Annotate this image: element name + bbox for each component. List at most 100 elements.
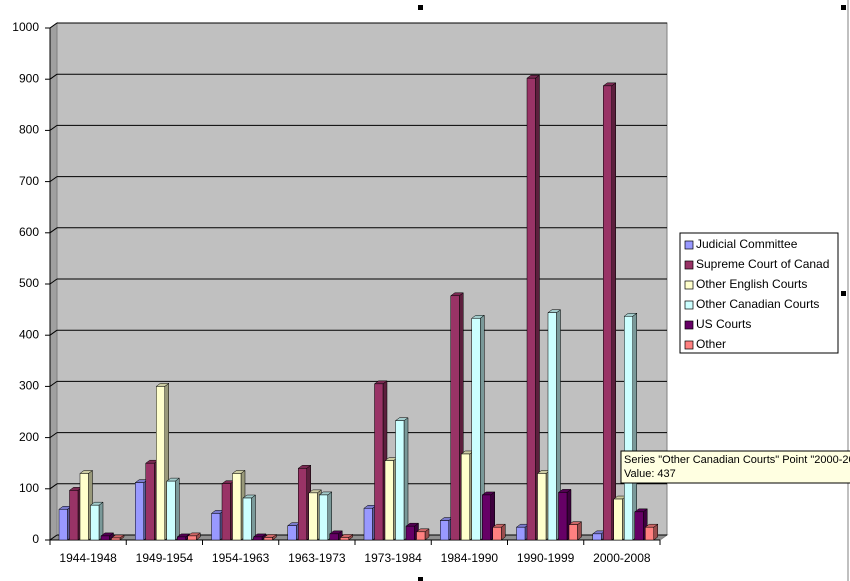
grid-line bbox=[49, 227, 58, 234]
x-tick-label: 1949-1954 bbox=[136, 551, 194, 565]
y-tick-label: 1000 bbox=[12, 20, 39, 34]
legend-label: Judicial Committee bbox=[696, 237, 798, 251]
bar bbox=[329, 533, 339, 541]
bar bbox=[492, 526, 502, 541]
legend-label: Other Canadian Courts bbox=[696, 297, 819, 311]
bar bbox=[298, 468, 307, 541]
legend-swatch bbox=[684, 260, 694, 270]
bar bbox=[384, 460, 394, 541]
bar bbox=[440, 520, 449, 541]
bar-side bbox=[251, 494, 256, 541]
bar bbox=[166, 480, 176, 541]
legend-box bbox=[679, 232, 839, 354]
x-tick-label: 1984-1990 bbox=[441, 551, 499, 565]
grid-line bbox=[49, 329, 58, 336]
bar bbox=[645, 526, 654, 541]
grid-line bbox=[49, 380, 58, 387]
y-tick-label: 600 bbox=[19, 225, 39, 239]
legend-label: Other English Courts bbox=[696, 277, 807, 291]
bar bbox=[516, 526, 526, 541]
x-tick-label: 1963-1973 bbox=[288, 551, 346, 565]
bar bbox=[90, 504, 100, 541]
legend-swatch bbox=[684, 340, 694, 350]
bar bbox=[603, 85, 612, 541]
bar bbox=[613, 498, 623, 541]
handle bbox=[418, 5, 423, 10]
y-tick-label: 300 bbox=[19, 379, 39, 393]
legend-swatch bbox=[684, 240, 694, 250]
bar bbox=[242, 497, 252, 541]
bar bbox=[253, 536, 263, 541]
bar bbox=[547, 312, 557, 541]
y-tick-label: 400 bbox=[19, 327, 39, 341]
bar bbox=[187, 535, 197, 541]
tooltip-text: Value: 437 bbox=[624, 468, 676, 480]
bar-side bbox=[632, 312, 637, 541]
y-tick-label: 0 bbox=[32, 532, 39, 546]
bar bbox=[405, 525, 415, 541]
legend-swatch bbox=[684, 300, 694, 310]
bar-side bbox=[535, 74, 540, 541]
legend-swatch bbox=[684, 320, 694, 330]
bar bbox=[79, 473, 89, 541]
bar bbox=[592, 533, 602, 541]
legend-label: Supreme Court of Canad bbox=[696, 257, 829, 271]
bar bbox=[624, 316, 633, 541]
bar bbox=[634, 511, 644, 541]
grid-line bbox=[49, 534, 58, 541]
x-tick-label: 1973-1984 bbox=[364, 551, 422, 565]
bar bbox=[177, 536, 186, 541]
bar bbox=[111, 537, 121, 541]
legend-label: Other bbox=[696, 337, 726, 351]
bar bbox=[156, 386, 165, 541]
handle bbox=[841, 5, 846, 10]
bar bbox=[319, 494, 328, 541]
tooltip bbox=[620, 450, 850, 484]
x-tick-label: 1954-1963 bbox=[212, 551, 270, 565]
bar bbox=[287, 525, 297, 541]
bar bbox=[363, 508, 373, 541]
x-tick-label: 1944-1948 bbox=[59, 551, 117, 565]
legend-label: US Courts bbox=[696, 317, 751, 331]
legend-swatch bbox=[684, 280, 694, 290]
grid-line bbox=[49, 432, 58, 439]
bar bbox=[135, 482, 144, 541]
bar bbox=[100, 535, 110, 541]
bar-side bbox=[403, 417, 409, 541]
grid-line bbox=[49, 124, 58, 131]
x-tick-label: 1990-1999 bbox=[517, 551, 575, 565]
bar bbox=[58, 509, 68, 541]
bar bbox=[221, 483, 231, 541]
bar bbox=[558, 492, 568, 541]
bar bbox=[395, 420, 405, 541]
bar bbox=[482, 494, 491, 541]
bar bbox=[568, 524, 578, 541]
y-tick-label: 800 bbox=[19, 123, 39, 137]
bar bbox=[308, 492, 318, 541]
grid-line bbox=[49, 22, 58, 29]
grid-line bbox=[49, 176, 58, 183]
bar bbox=[537, 473, 547, 541]
bar bbox=[263, 537, 273, 541]
grid-line bbox=[49, 73, 58, 80]
bar bbox=[374, 383, 384, 541]
tooltip-text: Series "Other Canadian Courts" Point "20… bbox=[624, 454, 850, 466]
bar bbox=[232, 473, 242, 541]
handle bbox=[418, 577, 423, 581]
bar bbox=[145, 462, 155, 541]
bar bbox=[416, 531, 426, 541]
grid-line bbox=[49, 483, 58, 490]
bar bbox=[211, 513, 221, 541]
y-tick-label: 200 bbox=[19, 430, 39, 444]
x-tick-label: 2000-2008 bbox=[593, 551, 651, 565]
bar bbox=[450, 295, 460, 541]
bar bbox=[461, 453, 470, 541]
bar-side bbox=[611, 82, 616, 541]
bar-side bbox=[175, 477, 180, 541]
bar bbox=[471, 318, 481, 541]
y-tick-label: 500 bbox=[19, 276, 39, 290]
handle bbox=[841, 291, 846, 296]
bar bbox=[340, 537, 349, 541]
